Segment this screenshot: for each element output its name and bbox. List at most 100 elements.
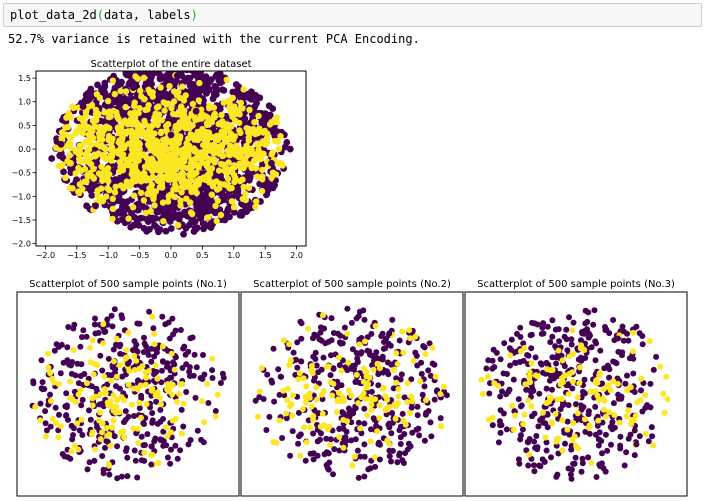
scatter-point [429, 344, 436, 351]
scatter-point [213, 217, 220, 225]
scatter-point [362, 396, 369, 403]
scatter-point [153, 165, 160, 172]
scatter-point [390, 367, 397, 374]
scatter-point [541, 458, 548, 465]
scatter-point [204, 380, 211, 387]
sample-scatterplot-3: Scatterplot of 500 sample points (No.3) [464, 279, 688, 497]
scatter-point [160, 136, 167, 144]
scatter-point [320, 388, 327, 394]
scatter-point [79, 432, 86, 438]
scatter-point [516, 460, 523, 467]
main-plot-title: Scatterplot of the entire dataset [90, 59, 251, 70]
scatter-point [310, 430, 317, 437]
code-cell[interactable]: plot_data_2d(data, labels) [3, 3, 702, 27]
scatter-point [428, 433, 435, 440]
scatter-point [314, 396, 320, 403]
scatter-point [228, 198, 236, 205]
scatter-point [616, 419, 623, 426]
scatter-point [215, 167, 223, 174]
scatter-point [416, 432, 423, 439]
scatter-point [150, 368, 157, 374]
scatter-point [575, 445, 582, 452]
scatter-point [617, 433, 624, 440]
scatter-point [124, 156, 131, 163]
scatter-point [68, 448, 75, 455]
scatter-point [355, 400, 362, 407]
scatter-point [173, 127, 180, 134]
scatter-point [297, 431, 304, 438]
scatter-point [173, 72, 181, 80]
scatter-point [57, 163, 64, 170]
scatter-point [501, 340, 508, 347]
scatter-point [67, 159, 74, 167]
sample-plot-frame [16, 291, 240, 497]
scatter-point [526, 369, 533, 376]
scatter-point [578, 357, 585, 364]
scatter-point [650, 366, 657, 373]
scatter-point [625, 407, 632, 414]
scatter-point [345, 387, 352, 394]
scatter-point [189, 132, 197, 139]
scatter-point [111, 189, 119, 196]
scatter-point [158, 401, 164, 408]
scatter-point [372, 323, 379, 329]
scatter-point [113, 109, 120, 116]
scatter-point [515, 456, 522, 463]
scatter-point [276, 391, 283, 398]
scatter-point [610, 400, 617, 407]
scatter-point [177, 197, 184, 205]
scatter-point [159, 313, 166, 320]
scatter-point [174, 398, 180, 405]
scatter-point [419, 391, 426, 398]
scatter-point [298, 335, 305, 342]
scatter-point [326, 423, 333, 430]
scatter-point [581, 416, 588, 423]
scatter-point [297, 452, 304, 459]
scatter-point [348, 319, 355, 326]
scatter-point [76, 181, 84, 188]
scatter-point [314, 452, 321, 459]
scatter-point [486, 390, 493, 397]
scatter-point [47, 398, 54, 404]
scatter-point [360, 390, 367, 397]
scatter-point [153, 138, 161, 145]
scatter-point [143, 374, 150, 381]
scatter-point [345, 405, 352, 412]
scatter-point [157, 142, 164, 149]
scatter-point [64, 124, 72, 131]
scatter-point [592, 357, 599, 364]
scatter-point [198, 106, 205, 113]
scatter-point [556, 338, 563, 345]
scatter-point [115, 115, 122, 123]
scatter-point [77, 343, 84, 350]
scatter-point [91, 151, 98, 158]
scatter-point [554, 436, 560, 443]
scatter-point [148, 443, 155, 450]
scatter-point [429, 360, 436, 367]
x-tick-label: −2.0 [36, 251, 55, 260]
scatter-point [154, 375, 161, 382]
scatter-point [131, 114, 139, 122]
scatter-point [302, 457, 309, 464]
scatter-point [354, 447, 361, 454]
scatter-point [372, 463, 379, 470]
scatter-point [192, 147, 199, 154]
scatter-point [155, 228, 162, 236]
scatter-point [325, 466, 332, 473]
scatter-point [108, 312, 115, 319]
scatter-point [200, 174, 207, 181]
scatter-point [185, 151, 192, 158]
scatter-point [543, 447, 550, 454]
scatter-point [601, 397, 608, 404]
scatter-point [629, 416, 635, 423]
scatter-point [239, 163, 246, 170]
scatter-point [196, 79, 203, 87]
scatter-point [189, 100, 197, 108]
scatter-point [627, 384, 634, 391]
scatter-point [620, 337, 627, 344]
scatter-point [100, 87, 108, 95]
scatter-point [42, 433, 49, 440]
scatter-point [549, 367, 556, 373]
scatter-point [305, 325, 312, 332]
scatter-point [297, 318, 304, 325]
